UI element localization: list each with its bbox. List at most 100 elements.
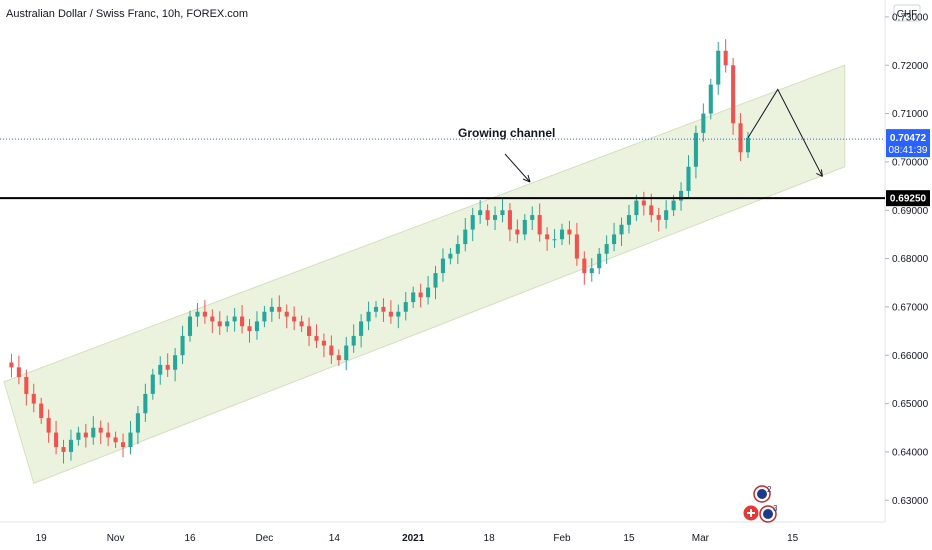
candle-body (284, 311, 289, 317)
candle-body (708, 84, 713, 114)
candle-body (344, 345, 349, 361)
candle-body (701, 113, 706, 133)
candle-body (165, 364, 170, 370)
candle-body (470, 215, 475, 230)
candle-body (507, 210, 512, 230)
time-axis[interactable]: 19 Nov 16 Dec 14 2021 18 Feb 15 Mar 15 (36, 533, 799, 544)
x-tick-label: 15 (623, 533, 635, 544)
candle-body (671, 200, 676, 211)
candle-body (232, 316, 237, 322)
candle-body (16, 367, 21, 377)
candle-body (61, 447, 66, 452)
x-tick-label: 18 (484, 533, 496, 544)
candle-body (366, 311, 371, 322)
candle-body (359, 321, 364, 336)
candle-body (582, 258, 587, 274)
candle-body (128, 432, 133, 448)
candle-body (180, 335, 185, 356)
candle-body (678, 190, 684, 201)
current-price-label: 0.70472 (890, 133, 927, 144)
candle-body (716, 50, 721, 85)
x-tick-label: Nov (107, 533, 125, 544)
candle-body (113, 437, 118, 443)
candle-body (619, 224, 624, 235)
annotation-arrowhead (522, 174, 531, 183)
svg-text:3: 3 (773, 504, 778, 513)
candle-body (656, 215, 661, 220)
candle-body (604, 244, 609, 254)
y-tick-label: 0.70000 (892, 157, 929, 168)
candle-body (403, 302, 408, 312)
candle-body (731, 65, 736, 124)
candle-body (686, 166, 691, 191)
candle-body (381, 306, 386, 312)
candle-body (723, 50, 728, 66)
candle-body (240, 316, 245, 327)
y-tick-label: 0.65000 (892, 399, 929, 410)
x-tick-label: Mar (692, 533, 710, 544)
y-tick-label: 0.71000 (892, 109, 929, 120)
y-tick-label: 0.72000 (892, 61, 929, 72)
candle-body (567, 229, 572, 235)
candle-body (597, 253, 602, 269)
candle-body (545, 234, 550, 240)
candle-body (247, 326, 252, 332)
candles (9, 39, 751, 464)
candle-body (254, 321, 260, 332)
candle-body (373, 306, 379, 312)
candle-body (351, 335, 356, 346)
projection-path[interactable] (747, 88, 823, 177)
candle-body (76, 432, 81, 440)
candle-body (552, 239, 557, 241)
candle-body (418, 292, 423, 298)
candle-body (31, 393, 36, 404)
x-tick-label: 16 (184, 533, 196, 544)
candle-body (411, 292, 416, 303)
candle-body (202, 311, 207, 317)
candle-body (262, 311, 267, 322)
candle-body (388, 311, 393, 317)
event-badge-au[interactable]: 2 (753, 485, 772, 503)
event-badge-ch[interactable] (742, 504, 760, 522)
x-tick-label: 19 (36, 533, 48, 544)
annotation-text[interactable]: Growing channel (458, 126, 555, 140)
candle-body (187, 316, 193, 336)
y-tick-label: 0.64000 (892, 447, 929, 458)
candle-body (225, 321, 230, 327)
candle-body (277, 306, 282, 312)
candle-body (329, 345, 334, 356)
channel-area[interactable] (3, 64, 846, 484)
candle-body (91, 427, 96, 438)
candle-body (626, 215, 632, 225)
candle-body (745, 137, 751, 153)
event-badge-au-2[interactable]: 3 (759, 504, 778, 523)
current-price-countdown: 08:41:39 (889, 145, 928, 156)
candle-body (210, 316, 215, 322)
currency-badge[interactable]: CHF (893, 4, 921, 22)
candle-body (522, 219, 527, 235)
candle-body (455, 244, 460, 254)
support-price-tag[interactable] (886, 190, 930, 207)
candle-body (664, 210, 669, 220)
candle-body (649, 205, 654, 216)
price-axis[interactable]: 0.73000 0.72000 0.71000 0.70000 0.69000 0.680… (885, 12, 929, 507)
candle-body (336, 355, 341, 361)
candle-body (217, 321, 222, 327)
candle-body (559, 229, 565, 240)
candle-body (68, 439, 74, 452)
y-tick-label: 0.69000 (892, 206, 929, 217)
current-price-tag[interactable] (886, 129, 930, 158)
support-price-label: 0.69250 (890, 194, 927, 205)
y-tick-label: 0.67000 (892, 302, 929, 313)
svg-text:2: 2 (767, 485, 772, 494)
candle-body (54, 432, 59, 448)
candle-body (106, 432, 111, 438)
candle-body (589, 268, 594, 274)
candle-body (158, 364, 163, 375)
candle-body (120, 442, 126, 448)
candle-body (150, 374, 155, 394)
overlay-lines (0, 88, 885, 200)
growing-channel[interactable] (3, 64, 846, 484)
